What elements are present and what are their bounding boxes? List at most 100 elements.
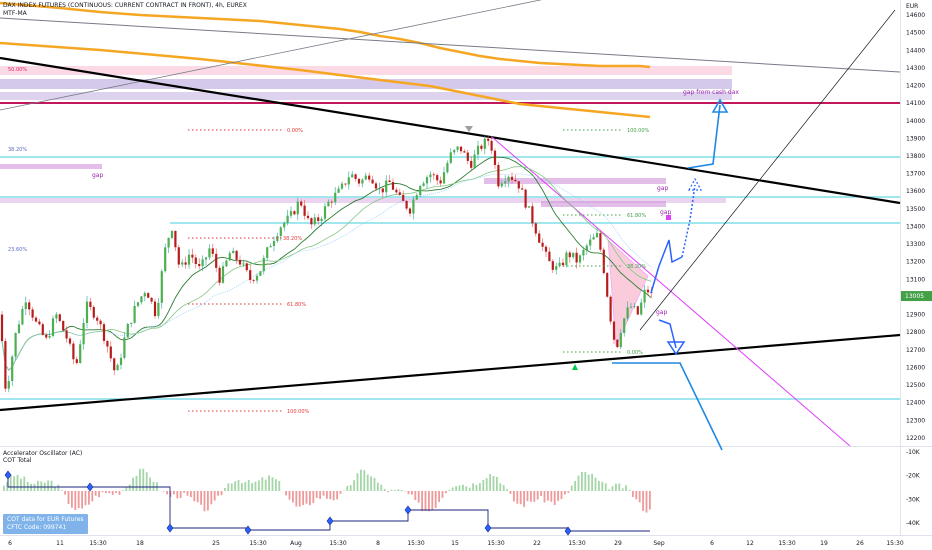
price-tick-24: 12200 [906, 435, 925, 442]
candle-body [147, 293, 150, 298]
price-axis[interactable]: 14600 14500 14400 14300 14200 14100 14000 13900… [906, 12, 925, 442]
ac-bar [346, 485, 349, 491]
candle-body [55, 314, 58, 319]
ac-bar [169, 491, 172, 497]
ac-bar [434, 491, 437, 508]
ac-bar [564, 491, 566, 495]
candle-body [572, 252, 575, 258]
ac-bar [604, 483, 607, 491]
candle-body [31, 309, 34, 318]
ac-histogram [3, 468, 651, 513]
ac-bar [540, 491, 542, 497]
ac-bar [628, 489, 631, 491]
ac-bar [570, 485, 573, 491]
candle-body [500, 183, 503, 187]
ac-bar [417, 491, 420, 503]
ac-bar [584, 471, 587, 491]
ac-bar [339, 491, 342, 494]
ac-bar [326, 491, 328, 499]
candle-body [510, 176, 514, 180]
osc-tick-0: -10K [906, 449, 921, 456]
candle-body [85, 301, 89, 323]
candle-body [568, 252, 571, 258]
ac-bar [638, 491, 641, 503]
ac-bar [234, 481, 236, 491]
blue-down-path [612, 362, 723, 451]
magenta-marker [666, 215, 671, 220]
ac-bar [77, 491, 80, 508]
ac-bar [315, 491, 318, 498]
candle-body [561, 262, 565, 266]
ac-bar [50, 480, 53, 491]
candle-body [575, 252, 578, 263]
ac-bar [125, 486, 128, 491]
candle-body [446, 162, 449, 173]
ac-bar [166, 491, 168, 495]
candle-body [323, 206, 327, 219]
candle-body [551, 261, 554, 270]
gap-cash-label: gap from cash dax [683, 89, 739, 96]
ac-bar [162, 491, 165, 492]
osc-tick-1: -20K [906, 473, 921, 480]
fib-right [563, 129, 622, 353]
ac-bar [526, 491, 529, 502]
candle-body [62, 320, 65, 331]
candle-body [126, 323, 129, 338]
candle-body [595, 233, 599, 238]
price-tick-1: 14500 [906, 30, 925, 37]
candle-body [313, 217, 316, 225]
fib-right-label-3: 0.00% [627, 350, 643, 356]
price-tick-20: 12600 [906, 364, 925, 371]
ac-bar [275, 479, 277, 491]
candle-body [177, 247, 180, 265]
candle-body [330, 201, 333, 203]
ac-bar [632, 491, 634, 497]
ac-bar [23, 476, 26, 491]
oscillator-axis: -10K -20K -30K -40K [906, 449, 921, 527]
price-tick-17: 12900 [906, 312, 925, 319]
candle-body [463, 151, 466, 153]
ac-bar [139, 468, 141, 491]
ac-bar [451, 487, 454, 491]
ac-bar [445, 491, 447, 494]
candle-body [7, 381, 10, 389]
candle-body [38, 321, 41, 325]
osc-tick-3: -40K [906, 520, 921, 527]
time-tick-4: 25 [212, 540, 220, 547]
ac-bar [309, 491, 311, 506]
ac-bar [292, 491, 294, 503]
price-tick-13: 13300 [906, 241, 925, 248]
indicator-label: MTF-MA [3, 10, 27, 17]
gap-label-r1: gap [657, 185, 668, 192]
candle-body [238, 259, 242, 265]
candle-body [612, 321, 616, 340]
candle-body [606, 273, 609, 297]
ac-bar [145, 472, 148, 491]
ac-bar [360, 469, 362, 491]
candle-body [99, 320, 102, 325]
candle-body [266, 247, 269, 258]
ac-bar [370, 476, 372, 491]
ac-bar [530, 491, 532, 502]
ac-bar [516, 491, 519, 504]
ac-bar [203, 491, 206, 512]
price-tick-4: 14200 [906, 83, 925, 90]
time-axis[interactable]: 6 11 15:30 18 25 15:30 Aug 15:30 8 15:30 15 15:30 22… [8, 540, 904, 547]
ac-bar [594, 477, 597, 491]
ac-bar [428, 491, 430, 512]
ac-bar [489, 474, 491, 491]
gap-zone-mid [0, 198, 726, 203]
price-tick-2: 14400 [906, 47, 925, 54]
candle-body [466, 152, 469, 161]
candle-body [79, 344, 82, 363]
candle-body [82, 322, 85, 345]
ac-bar [407, 491, 410, 495]
gap-label-r3: gap [656, 309, 667, 316]
candle-body [456, 146, 459, 150]
candle-body [170, 230, 174, 238]
ac-bar [176, 491, 179, 499]
ac-bar [625, 485, 627, 491]
ac-bar [485, 478, 488, 491]
time-tick-20: 26 [856, 540, 864, 547]
